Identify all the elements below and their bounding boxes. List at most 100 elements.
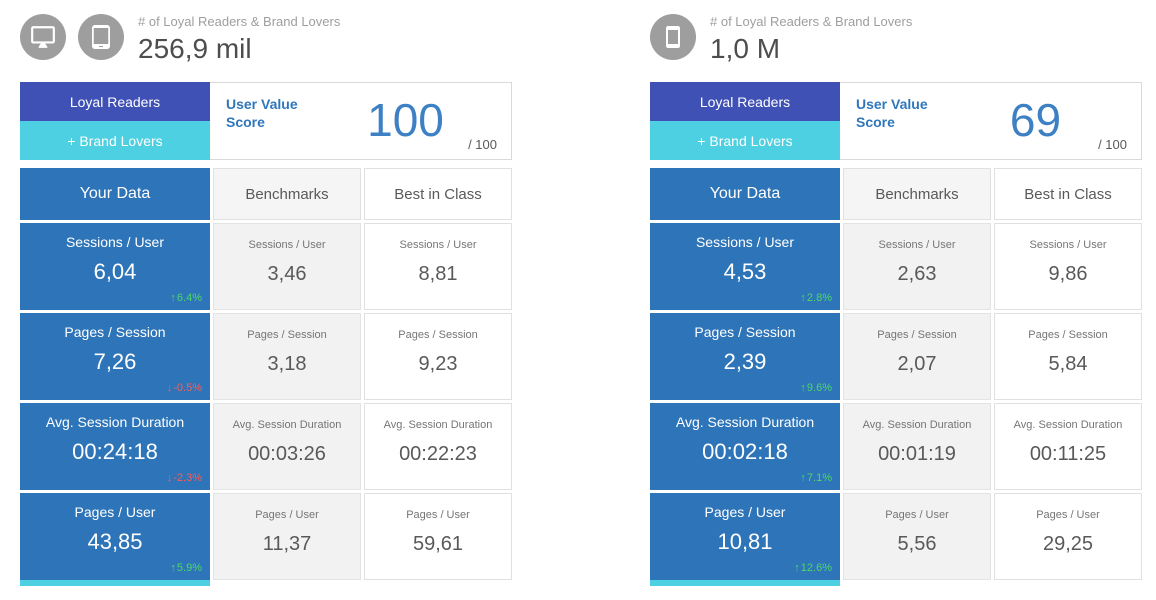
column-accent-bar [20, 580, 210, 586]
benchmark-cell: Sessions / User 2,63 [843, 223, 991, 310]
metric-value: 5,56 [897, 533, 937, 555]
panel-header: # of Loyal Readers & Brand Lovers 256,9 … [20, 12, 512, 74]
audience-label: # of Loyal Readers & Brand Lovers [710, 14, 913, 29]
delta-badge: ↑2.8% [800, 292, 832, 304]
column-benchmarks: Benchmarks Sessions / User 3,46 Pages / … [213, 168, 361, 586]
column-header-benchmarks: Benchmarks [843, 168, 991, 220]
audience-label: # of Loyal Readers & Brand Lovers [138, 14, 341, 29]
best-in-class-cell: Pages / Session 9,23 [364, 313, 512, 400]
metric-label: Avg. Session Duration [232, 419, 342, 431]
column-accent-bar [650, 580, 840, 586]
delta-arrow-icon: ↑ [170, 292, 176, 304]
metric-value: 00:02:18 [702, 439, 788, 464]
panel-mobile: # of Loyal Readers & Brand Lovers 1,0 M … [650, 12, 1142, 586]
score-value: 69 [1009, 94, 1062, 146]
device-icon-group [650, 12, 696, 60]
metric-label: Sessions / User [695, 234, 795, 250]
delta-badge: ↓-2.3% [167, 472, 202, 484]
column-benchmarks: Benchmarks Sessions / User 2,63 Pages / … [843, 168, 991, 586]
delta-badge: ↑6.4% [170, 292, 202, 304]
best-in-class-cell: Avg. Session Duration 00:11:25 [994, 403, 1142, 490]
metric-value: 2,07 [897, 353, 937, 375]
best-in-class-cell: Pages / Session 5,84 [994, 313, 1142, 400]
metric-label: Pages / User [74, 504, 156, 520]
delta-arrow-icon: ↑ [794, 562, 800, 574]
benchmark-cell: Avg. Session Duration 00:01:19 [843, 403, 991, 490]
score-max: / 100 [1098, 137, 1127, 152]
metric-label: Pages / Session [64, 324, 166, 340]
metric-label: Avg. Session Duration [675, 414, 815, 430]
panel-desktop-tablet: # of Loyal Readers & Brand Lovers 256,9 … [20, 12, 512, 586]
metric-label: Pages / Session [398, 329, 478, 341]
column-header-best-in-class: Best in Class [994, 168, 1142, 220]
metric-value: 00:01:19 [878, 443, 956, 465]
mobile-icon [650, 14, 696, 60]
metric-label: Avg. Session Duration [383, 419, 493, 431]
metric-label: Avg. Session Duration [1013, 419, 1123, 431]
column-header-your-data: Your Data [650, 168, 840, 220]
metric-label: Sessions / User [248, 239, 326, 251]
score-value: 100 [367, 94, 444, 146]
metric-value: 00:11:25 [1029, 443, 1107, 465]
delta-arrow-icon: ↓ [166, 472, 173, 484]
metric-value: 6,04 [93, 259, 137, 284]
metric-value: 5,84 [1048, 353, 1088, 375]
delta-arrow-icon: ↑ [800, 292, 806, 304]
delta-value: 5.9% [176, 562, 202, 574]
metric-value: 00:22:23 [399, 443, 477, 465]
delta-arrow-icon: ↑ [170, 562, 176, 574]
best-in-class-cell: Pages / User 59,61 [364, 493, 512, 580]
metric-label: Sessions / User [399, 239, 477, 251]
delta-badge: ↑9.6% [800, 382, 832, 394]
metric-value: 59,61 [412, 533, 464, 555]
column-header-best-in-class: Best in Class [364, 168, 512, 220]
benchmark-table: Your Data Sessions / User 6,04 ↑6.4% Pag… [20, 168, 512, 586]
metric-value: 11,37 [262, 533, 312, 555]
benchmark-cell: Avg. Session Duration 00:03:26 [213, 403, 361, 490]
column-header-benchmarks: Benchmarks [213, 168, 361, 220]
delta-badge: ↑12.6% [794, 562, 832, 574]
delta-value: 9.6% [806, 382, 832, 394]
segment-brand-lovers[interactable]: + Brand Lovers [20, 121, 210, 160]
score-max: / 100 [468, 137, 497, 152]
best-in-class-cell: Pages / User 29,25 [994, 493, 1142, 580]
delta-value: 6.4% [176, 292, 202, 304]
benchmark-cell: Pages / User 5,56 [843, 493, 991, 580]
your-data-cell: Sessions / User 6,04 ↑6.4% [20, 223, 210, 310]
your-data-cell: Avg. Session Duration 00:02:18 ↑7.1% [650, 403, 840, 490]
delta-value: 7.1% [806, 472, 832, 484]
score-row: Loyal Readers + Brand Lovers User Value … [20, 82, 512, 160]
metric-label: Avg. Session Duration [862, 419, 972, 431]
metric-value: 00:24:18 [72, 439, 158, 464]
benchmark-cell: Sessions / User 3,46 [213, 223, 361, 310]
score-row: Loyal Readers + Brand Lovers User Value … [650, 82, 1142, 160]
benchmark-table: Your Data Sessions / User 4,53 ↑2.8% Pag… [650, 168, 1142, 586]
delta-arrow-icon: ↓ [166, 382, 173, 394]
segment-loyal-readers[interactable]: Loyal Readers [650, 82, 840, 121]
benchmark-cell: Pages / Session 2,07 [843, 313, 991, 400]
metric-label: Pages / Session [694, 324, 796, 340]
score-label: User Value Score [226, 96, 298, 131]
score-label: User Value Score [856, 96, 928, 131]
best-in-class-cell: Sessions / User 9,86 [994, 223, 1142, 310]
metric-value: 4,53 [723, 259, 767, 284]
metric-value: 9,86 [1048, 263, 1088, 285]
metric-label: Pages / User [704, 504, 786, 520]
tablet-icon [78, 14, 124, 60]
metric-value: 8,81 [418, 263, 458, 285]
metric-label: Sessions / User [65, 234, 165, 250]
metric-label: Pages / Session [877, 329, 957, 341]
device-icon-group [20, 12, 124, 60]
delta-value: 2.8% [806, 292, 832, 304]
metric-label: Sessions / User [1029, 239, 1107, 251]
metric-label: Avg. Session Duration [45, 414, 185, 430]
metric-value: 2,39 [723, 349, 767, 374]
delta-badge: ↑5.9% [170, 562, 202, 574]
segment-brand-lovers[interactable]: + Brand Lovers [650, 121, 840, 160]
benchmark-cell: Pages / User 11,37 [213, 493, 361, 580]
panel-header: # of Loyal Readers & Brand Lovers 1,0 M [650, 12, 1142, 74]
segment-loyal-readers[interactable]: Loyal Readers [20, 82, 210, 121]
column-best-in-class: Best in Class Sessions / User 9,86 Pages… [994, 168, 1142, 586]
desktop-icon [20, 14, 66, 60]
panel-header-text: # of Loyal Readers & Brand Lovers 1,0 M [710, 12, 912, 65]
